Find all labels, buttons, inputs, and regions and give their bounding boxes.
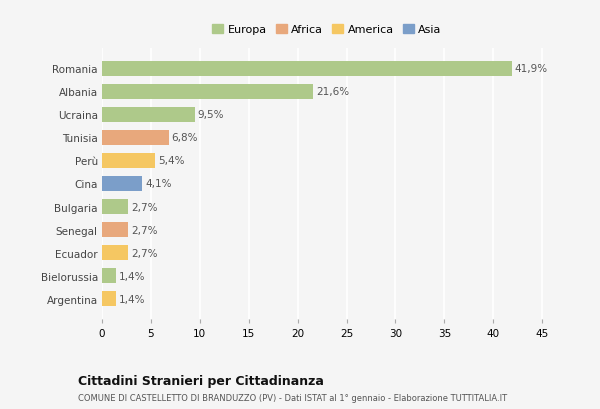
Bar (102, 246, 128, 261)
Text: Cittadini Stranieri per Cittadinanza: Cittadini Stranieri per Cittadinanza (78, 374, 324, 387)
Bar (102, 200, 128, 215)
Bar (102, 108, 195, 122)
Bar (102, 153, 155, 169)
Bar (102, 222, 128, 238)
Bar (102, 177, 142, 191)
Bar (102, 269, 116, 284)
Bar (102, 84, 313, 99)
Text: COMUNE DI CASTELLETTO DI BRANDUZZO (PV) - Dati ISTAT al 1° gennaio - Elaborazion: COMUNE DI CASTELLETTO DI BRANDUZZO (PV) … (78, 393, 507, 402)
Bar (102, 292, 116, 307)
Text: 21,6%: 21,6% (316, 87, 349, 97)
Bar (102, 61, 512, 76)
Text: 1,4%: 1,4% (119, 294, 145, 304)
Legend: Europa, Africa, America, Asia: Europa, Africa, America, Asia (210, 22, 444, 37)
Text: 9,5%: 9,5% (198, 110, 224, 120)
Text: 6,8%: 6,8% (172, 133, 198, 143)
Text: 2,7%: 2,7% (131, 202, 158, 212)
Text: 41,9%: 41,9% (515, 64, 548, 74)
Bar (102, 130, 169, 146)
Text: 1,4%: 1,4% (119, 271, 145, 281)
Text: 2,7%: 2,7% (131, 248, 158, 258)
Text: 5,4%: 5,4% (158, 156, 184, 166)
Text: 4,1%: 4,1% (145, 179, 172, 189)
Text: 2,7%: 2,7% (131, 225, 158, 235)
